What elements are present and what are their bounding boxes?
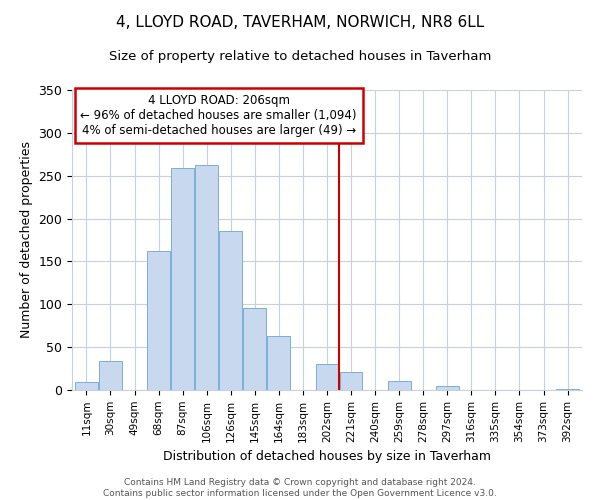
Bar xyxy=(171,168,194,390)
Text: 4 LLOYD ROAD: 206sqm
← 96% of detached houses are smaller (1,094)
4% of semi-det: 4 LLOYD ROAD: 206sqm ← 96% of detached h… xyxy=(80,94,357,138)
Bar xyxy=(388,380,410,390)
X-axis label: Distribution of detached houses by size in Taverham: Distribution of detached houses by size … xyxy=(163,450,491,463)
Bar xyxy=(99,361,122,390)
Y-axis label: Number of detached properties: Number of detached properties xyxy=(20,142,33,338)
Text: Size of property relative to detached houses in Taverham: Size of property relative to detached ho… xyxy=(109,50,491,63)
Bar xyxy=(316,364,338,390)
Bar xyxy=(556,389,579,390)
Bar xyxy=(244,308,266,390)
Text: 4, LLOYD ROAD, TAVERHAM, NORWICH, NR8 6LL: 4, LLOYD ROAD, TAVERHAM, NORWICH, NR8 6L… xyxy=(116,15,484,30)
Bar xyxy=(436,386,459,390)
Bar xyxy=(268,336,290,390)
Text: Contains HM Land Registry data © Crown copyright and database right 2024.
Contai: Contains HM Land Registry data © Crown c… xyxy=(103,478,497,498)
Bar xyxy=(75,382,98,390)
Bar xyxy=(340,372,362,390)
Bar xyxy=(195,164,218,390)
Bar xyxy=(147,251,170,390)
Bar xyxy=(220,232,242,390)
